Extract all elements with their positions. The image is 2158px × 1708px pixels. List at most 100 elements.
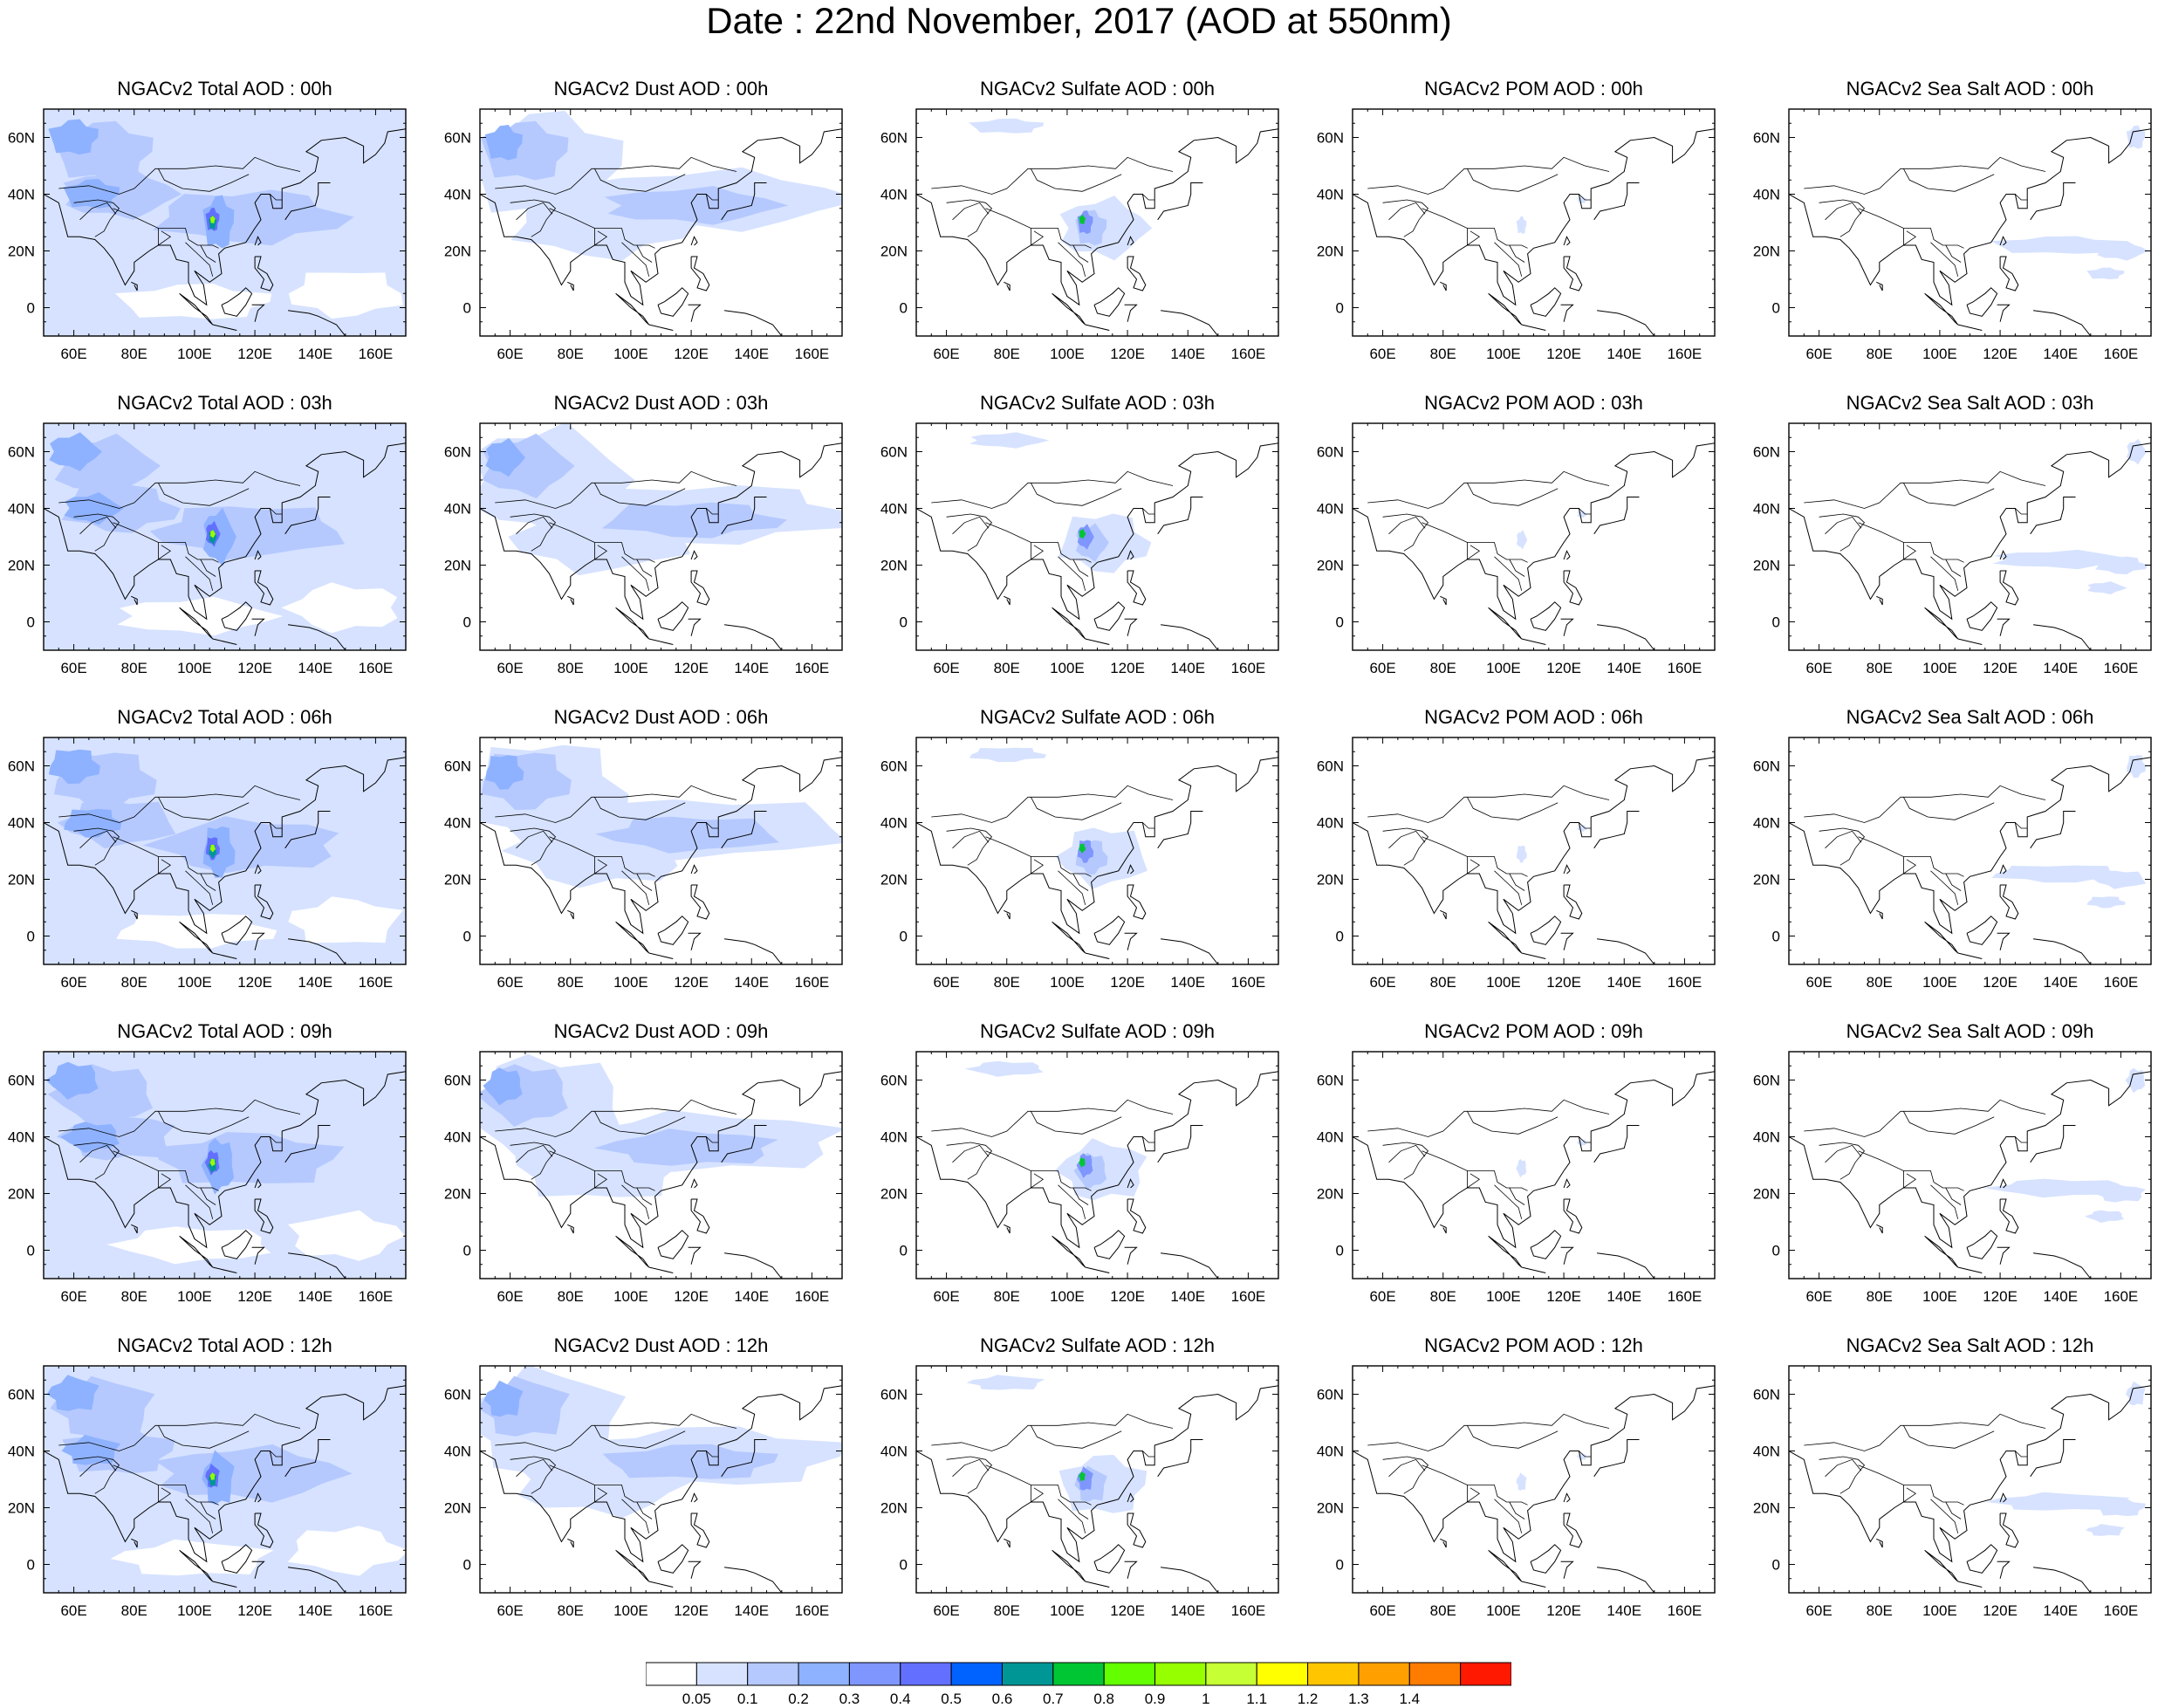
map-frame: [1788, 422, 2152, 651]
aod-field: [480, 423, 842, 650]
y-tick-label: 20N: [880, 1186, 908, 1203]
y-tick-label: 0: [27, 1243, 35, 1259]
colorbar-box: [1307, 1662, 1360, 1686]
x-tick-label: 80E: [1867, 974, 1893, 991]
map-frame: [1352, 108, 1716, 337]
x-tick-label: 100E: [1050, 1602, 1085, 1619]
y-tick-label: 20N: [1317, 1500, 1344, 1517]
y-tick-label: 20N: [1753, 558, 1780, 574]
aod-field: [480, 1053, 842, 1279]
x-tick-label: 80E: [1867, 1288, 1893, 1305]
x-tick-label: 60E: [60, 346, 86, 362]
y-tick-label: 20N: [880, 872, 908, 888]
aod-map-panel: 60E 80E 100E 120E 140E 160E 60N 40N 20N 0: [8, 108, 407, 362]
map-frame: [1352, 422, 1716, 651]
x-tick-label: 80E: [121, 1288, 147, 1305]
y-tick-label: 0: [900, 929, 908, 945]
aod-field: [480, 1366, 842, 1593]
x-tick-label: 120E: [237, 660, 272, 676]
x-tick-label: 160E: [2104, 346, 2139, 362]
aod-field: [1789, 438, 2151, 650]
colorbar-label: 0.1: [736, 1691, 758, 1707]
y-tick-label: 60N: [8, 1387, 35, 1403]
x-tick-label: 100E: [1486, 1288, 1521, 1305]
panel-title: NGACv2 Total AOD : 09h: [117, 1020, 332, 1042]
colorbar-box: [1460, 1662, 1511, 1686]
x-tick-label: 120E: [1110, 1602, 1145, 1619]
panel-title: NGACv2 Sea Salt AOD : 09h: [1846, 1020, 2094, 1042]
x-tick-label: 160E: [1231, 660, 1266, 676]
y-tick-label: 60N: [444, 1387, 471, 1403]
y-tick-label: 0: [1336, 300, 1344, 317]
x-tick-label: 80E: [994, 660, 1020, 676]
x-tick-label: 100E: [613, 346, 648, 362]
x-tick-label: 80E: [558, 346, 584, 362]
x-tick-label: 80E: [1430, 660, 1456, 676]
map-plot-area: 60E 80E 100E 120E 140E 160E 60N 40N 20N 0: [8, 737, 407, 991]
x-tick-label: 80E: [121, 346, 147, 362]
panel-title: NGACv2 POM AOD : 00h: [1424, 78, 1643, 99]
x-tick-label: 100E: [177, 346, 212, 362]
map-plot-area: 60E 80E 100E 120E 140E 160E 60N 40N 20N 0: [8, 1051, 407, 1305]
x-tick-label: 80E: [121, 974, 147, 991]
x-tick-label: 100E: [1922, 660, 1957, 676]
x-tick-label: 120E: [1110, 346, 1145, 362]
y-tick-label: 40N: [1753, 815, 1780, 832]
x-tick-label: 160E: [795, 1602, 830, 1619]
colorbar: [646, 1662, 1511, 1686]
panel-title: NGACv2 Dust AOD : 03h: [553, 392, 769, 414]
y-tick-label: 60N: [1753, 758, 1780, 775]
colorbar-label: 0.4: [889, 1691, 911, 1707]
y-tick-label: 60N: [8, 444, 35, 461]
colorbar-label: 0.3: [839, 1691, 860, 1707]
aod-field: [1353, 1071, 1715, 1279]
y-tick-label: 0: [463, 300, 471, 317]
y-tick-label: 20N: [880, 244, 908, 260]
x-tick-label: 140E: [1607, 660, 1641, 676]
x-tick-label: 100E: [1050, 346, 1085, 362]
x-tick-label: 160E: [1231, 346, 1266, 362]
y-tick-label: 60N: [1317, 130, 1344, 147]
x-tick-label: 60E: [1805, 974, 1832, 991]
colorbar-label: 1.4: [1399, 1691, 1421, 1707]
y-tick-label: 0: [1772, 1243, 1780, 1259]
x-tick-label: 140E: [1170, 660, 1205, 676]
panel-title: NGACv2 Dust AOD : 12h: [553, 1334, 769, 1356]
x-tick-label: 60E: [1805, 1288, 1832, 1305]
x-tick-label: 120E: [1983, 1602, 2018, 1619]
x-tick-label: 100E: [177, 660, 212, 676]
x-tick-label: 100E: [1922, 1288, 1957, 1305]
aod-map-panel: 60E 80E 100E 120E 140E 160E 60N 40N 20N 0: [1753, 108, 2152, 362]
y-tick-label: 20N: [1317, 558, 1344, 574]
x-tick-label: 80E: [1430, 346, 1456, 362]
colorbar-box: [747, 1662, 799, 1686]
y-tick-label: 0: [900, 614, 908, 631]
x-tick-label: 120E: [1983, 974, 2018, 991]
aod-field: [916, 1060, 1278, 1279]
y-tick-label: 40N: [880, 815, 908, 832]
x-tick-label: 160E: [795, 660, 830, 676]
y-tick-label: 40N: [880, 1129, 908, 1146]
y-tick-label: 20N: [444, 244, 471, 260]
panel-title: NGACv2 Sea Salt AOD : 06h: [1846, 706, 2094, 728]
panel-title: NGACv2 Sea Salt AOD : 00h: [1846, 78, 2094, 99]
y-tick-label: 40N: [8, 187, 35, 203]
panel-title: NGACv2 Sulfate AOD : 12h: [979, 1334, 1216, 1356]
aod-map-panel: 60E 80E 100E 120E 140E 160E 60N 40N 20N 0: [1317, 1051, 1716, 1305]
panel-title: NGACv2 POM AOD : 12h: [1424, 1334, 1643, 1356]
y-tick-label: 40N: [1753, 187, 1780, 203]
x-tick-label: 80E: [1867, 346, 1893, 362]
x-tick-label: 140E: [734, 660, 769, 676]
y-tick-label: 0: [1336, 929, 1344, 945]
y-tick-label: 0: [1336, 614, 1344, 631]
colorbar-label: 1: [1202, 1691, 1210, 1707]
y-tick-label: 60N: [1317, 1387, 1344, 1403]
x-tick-label: 140E: [734, 1602, 769, 1619]
map-plot-area: 60E 80E 100E 120E 140E 160E 60N 40N 20N 0: [1317, 1051, 1716, 1305]
aod-map-panel: 60E 80E 100E 120E 140E 160E 60N 40N 20N 0: [444, 108, 843, 362]
x-tick-label: 120E: [1546, 660, 1581, 676]
x-tick-label: 80E: [1867, 660, 1893, 676]
x-tick-label: 80E: [1867, 1602, 1893, 1619]
y-tick-label: 40N: [8, 1129, 35, 1146]
map-plot-area: 60E 80E 100E 120E 140E 160E 60N 40N 20N 0: [1753, 422, 2152, 676]
